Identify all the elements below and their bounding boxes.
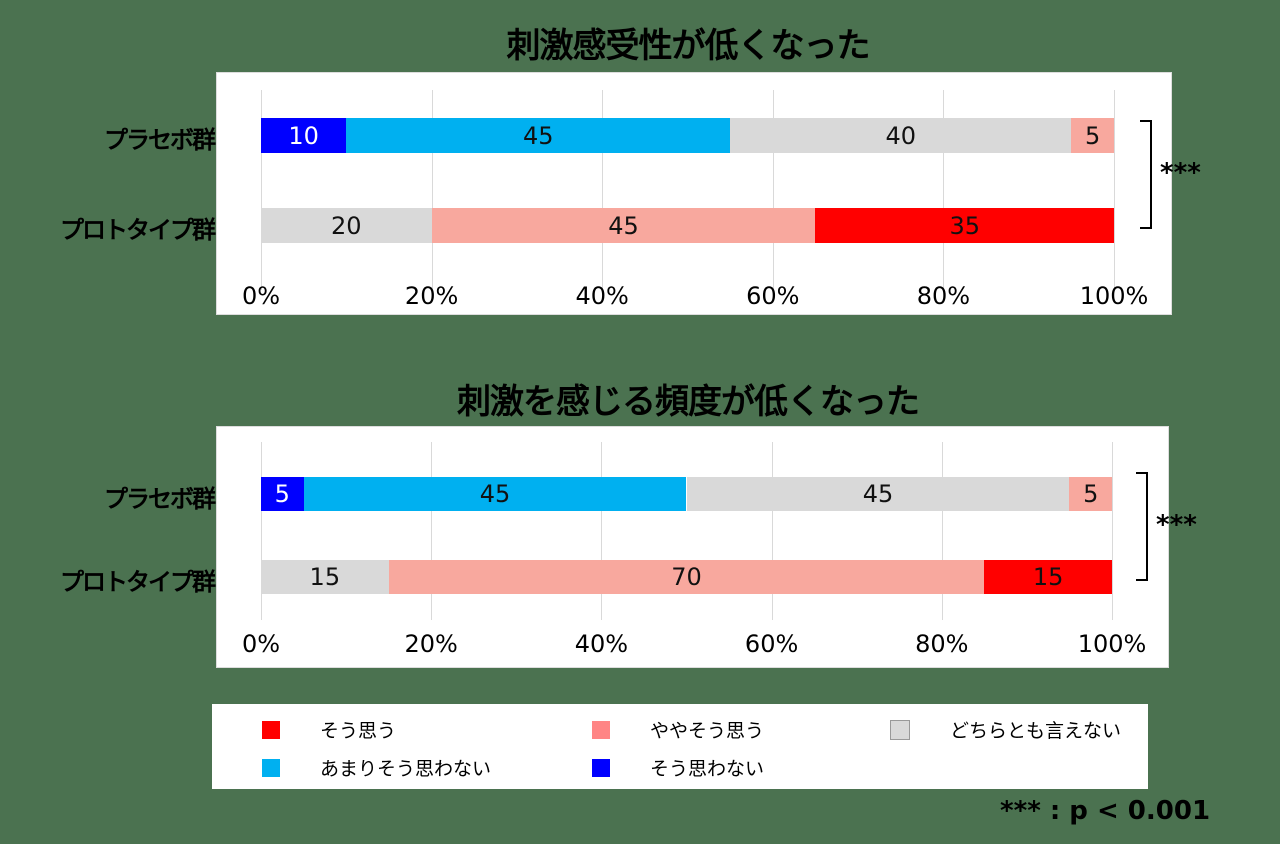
bar-segment: 5 bbox=[1069, 477, 1112, 511]
legend-label: どちらとも言えない bbox=[950, 720, 1122, 742]
x-tick-label: 100% bbox=[1079, 282, 1149, 310]
x-tick-label: 100% bbox=[1077, 630, 1147, 658]
gridline bbox=[1114, 90, 1115, 290]
chart-panel bbox=[216, 72, 1172, 315]
bar-segment: 45 bbox=[303, 477, 687, 511]
significance-label: *** bbox=[1156, 510, 1197, 540]
bar-segment: 70 bbox=[388, 560, 985, 594]
gridline bbox=[431, 442, 433, 620]
bar-segment: 20 bbox=[261, 208, 432, 243]
footnote: *** : p < 0.001 bbox=[1000, 796, 1211, 826]
legend-swatch bbox=[592, 758, 610, 777]
legend-swatch bbox=[592, 720, 610, 739]
bar-segment: 45 bbox=[686, 477, 1070, 511]
gridline bbox=[602, 90, 604, 290]
gridline bbox=[771, 442, 773, 620]
legend-item: あまりそう思わない bbox=[262, 754, 491, 781]
significance-bracket bbox=[1140, 120, 1152, 229]
significance-bracket bbox=[1136, 472, 1148, 581]
legend-label: そう思う bbox=[320, 720, 397, 742]
chart-title: 刺激感受性が低くなった bbox=[506, 26, 871, 66]
bar-segment: 45 bbox=[346, 118, 731, 153]
category-label: プロトタイプ群 bbox=[60, 216, 216, 244]
x-tick-label: 0% bbox=[241, 282, 281, 310]
bar-segment: 10 bbox=[261, 118, 347, 153]
x-tick-label: 80% bbox=[915, 630, 969, 658]
gridline bbox=[1112, 442, 1113, 620]
significance-label: *** bbox=[1160, 158, 1201, 188]
gridline bbox=[772, 90, 774, 290]
x-tick-label: 20% bbox=[404, 282, 459, 310]
x-tick-label: 20% bbox=[404, 630, 458, 658]
legend-swatch bbox=[890, 719, 910, 740]
category-label: プラセボ群 bbox=[104, 485, 216, 513]
bar-segment: 40 bbox=[730, 118, 1072, 153]
x-tick-label: 40% bbox=[574, 630, 629, 658]
x-tick-label: 60% bbox=[744, 630, 799, 658]
bar-segment: 5 bbox=[261, 477, 304, 511]
gridline bbox=[601, 442, 603, 620]
legend-item: どちらとも言えない bbox=[890, 716, 1121, 743]
bar-segment: 5 bbox=[1071, 118, 1114, 153]
legend-label: そう思わない bbox=[650, 758, 765, 780]
chart-title: 刺激を感じる頻度が低くなった bbox=[457, 382, 920, 422]
gridline bbox=[261, 442, 262, 620]
legend-item: そう思う bbox=[262, 716, 396, 743]
chart-panel bbox=[216, 426, 1169, 668]
legend-swatch bbox=[262, 758, 280, 777]
legend-item: そう思わない bbox=[592, 754, 764, 781]
gridline bbox=[261, 90, 262, 290]
legend-swatch bbox=[262, 720, 280, 739]
gridline bbox=[941, 442, 943, 620]
category-label: プラセボ群 bbox=[104, 126, 216, 154]
x-tick-label: 60% bbox=[746, 282, 800, 310]
bar-segment: 15 bbox=[261, 560, 389, 594]
legend-item: ややそう思う bbox=[592, 716, 764, 743]
gridline bbox=[431, 90, 433, 290]
bar-segment: 15 bbox=[984, 560, 1112, 594]
legend-label: ややそう思う bbox=[650, 720, 765, 742]
bar-segment: 45 bbox=[431, 208, 816, 243]
x-tick-label: 80% bbox=[916, 282, 971, 310]
legend: そう思う ややそう思う どちらとも言えないあまりそう思わない そう思わない bbox=[212, 704, 1148, 789]
bar-segment: 35 bbox=[815, 208, 1114, 243]
gridline bbox=[943, 90, 945, 290]
x-tick-label: 40% bbox=[575, 282, 629, 310]
legend-label: あまりそう思わない bbox=[320, 758, 492, 780]
category-label: プロトタイプ群 bbox=[60, 568, 216, 596]
x-tick-label: 0% bbox=[241, 630, 281, 658]
